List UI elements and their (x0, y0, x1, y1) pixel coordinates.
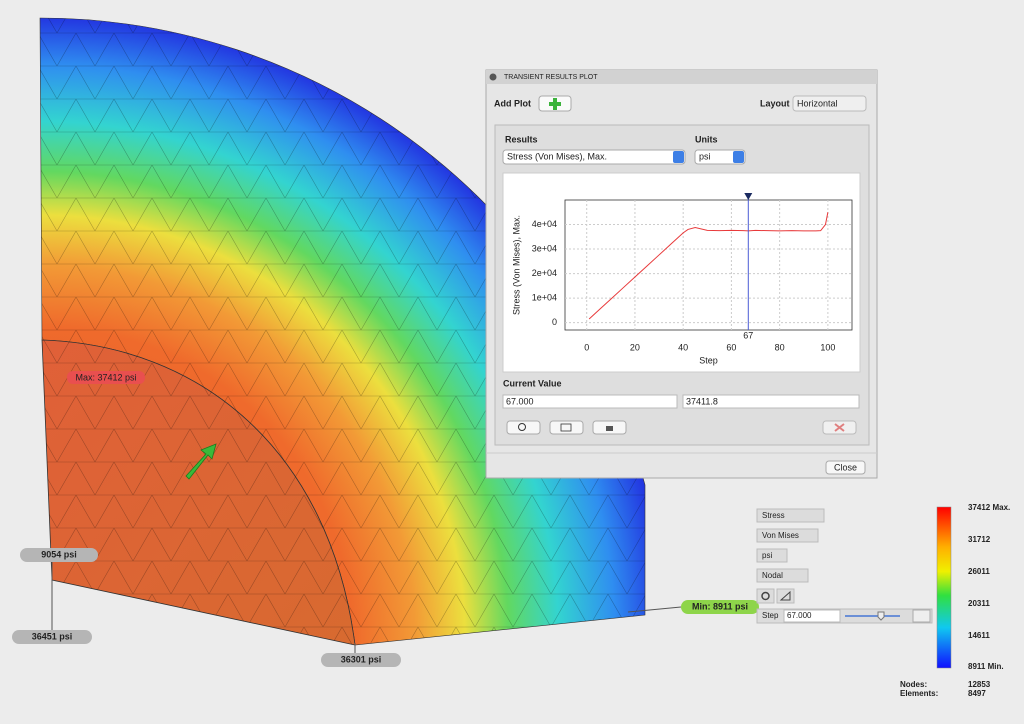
results-value: Stress (Von Mises), Max. (507, 151, 607, 161)
result-field-value: 37411.8 (686, 396, 718, 406)
zoom-button[interactable] (507, 421, 540, 434)
color-bar (937, 507, 951, 668)
x-axis-label: Step (699, 355, 718, 365)
step-value: 67.000 (787, 611, 812, 620)
step-marker-label: 67 (743, 330, 753, 340)
location-value: Nodal (762, 571, 783, 580)
y-tick-label: 0 (552, 317, 557, 327)
select-arrow (733, 151, 744, 163)
x-tick-label: 40 (678, 342, 688, 352)
y-tick-label: 2e+04 (532, 268, 557, 278)
legend-tick: 31712 (968, 535, 991, 544)
units-value: psi (762, 551, 772, 560)
elements-value: 8497 (968, 689, 986, 698)
probe-label: 36301 psi (341, 654, 382, 664)
select-arrow (673, 151, 684, 163)
dialog-title: TRANSIENT RESULTS PLOT (504, 74, 598, 81)
step-field-value: 67.000 (506, 396, 534, 406)
units-label: Units (695, 134, 718, 144)
probe-label: 36451 psi (32, 631, 73, 641)
nodes-value: 12853 (968, 680, 991, 689)
probe-label: Min: 8911 psi (692, 601, 748, 611)
table-button[interactable] (550, 421, 583, 434)
layout-label: Layout (760, 98, 790, 108)
legend-tick: 14611 (968, 631, 990, 640)
legend-max: 37412 Max. (968, 503, 1010, 512)
y-tick-label: 4e+04 (532, 219, 557, 229)
elements-label: Elements: (900, 689, 938, 698)
probe-label: Max: 37412 psi (75, 372, 136, 382)
result-value: Stress (762, 511, 785, 520)
x-tick-label: 80 (775, 342, 785, 352)
x-tick-label: 0 (584, 342, 589, 352)
y-axis-label: Stress (Von Mises), Max. (511, 215, 521, 315)
x-tick-label: 20 (630, 342, 640, 352)
layout-value: Horizontal (797, 98, 838, 108)
legend-tick: 26011 (968, 567, 990, 576)
y-tick-label: 1e+04 (532, 292, 557, 302)
legend-tick: 20311 (968, 599, 990, 608)
x-tick-label: 100 (820, 342, 835, 352)
step-row (757, 609, 932, 623)
dialog: TRANSIENT RESULTS PLOT Add Plot Layout H… (486, 70, 877, 478)
add-plot-label: Add Plot (494, 98, 531, 108)
nodes-label: Nodes: (900, 680, 927, 689)
y-tick-label: 3e+04 (532, 243, 557, 253)
settings-button[interactable] (757, 589, 774, 603)
component-value: Von Mises (762, 531, 799, 540)
step-label: Step (762, 611, 779, 620)
color-legend: 37412 Max. 31712 26011 20311 14611 8911 … (900, 503, 1010, 698)
legend-min: 8911 Min. (968, 662, 1004, 671)
display-controls: Stress Von Mises psi Nodal Step 67.000 (757, 509, 932, 623)
lock-icon (606, 426, 613, 431)
results-label: Results (505, 134, 538, 144)
units-value: psi (699, 151, 711, 161)
plot-button[interactable] (913, 610, 930, 622)
close-dot[interactable] (490, 74, 497, 81)
current-value-label: Current Value (503, 378, 562, 388)
probe-label: 9054 psi (41, 549, 77, 559)
x-tick-label: 60 (726, 342, 736, 352)
close-label: Close (834, 462, 857, 472)
